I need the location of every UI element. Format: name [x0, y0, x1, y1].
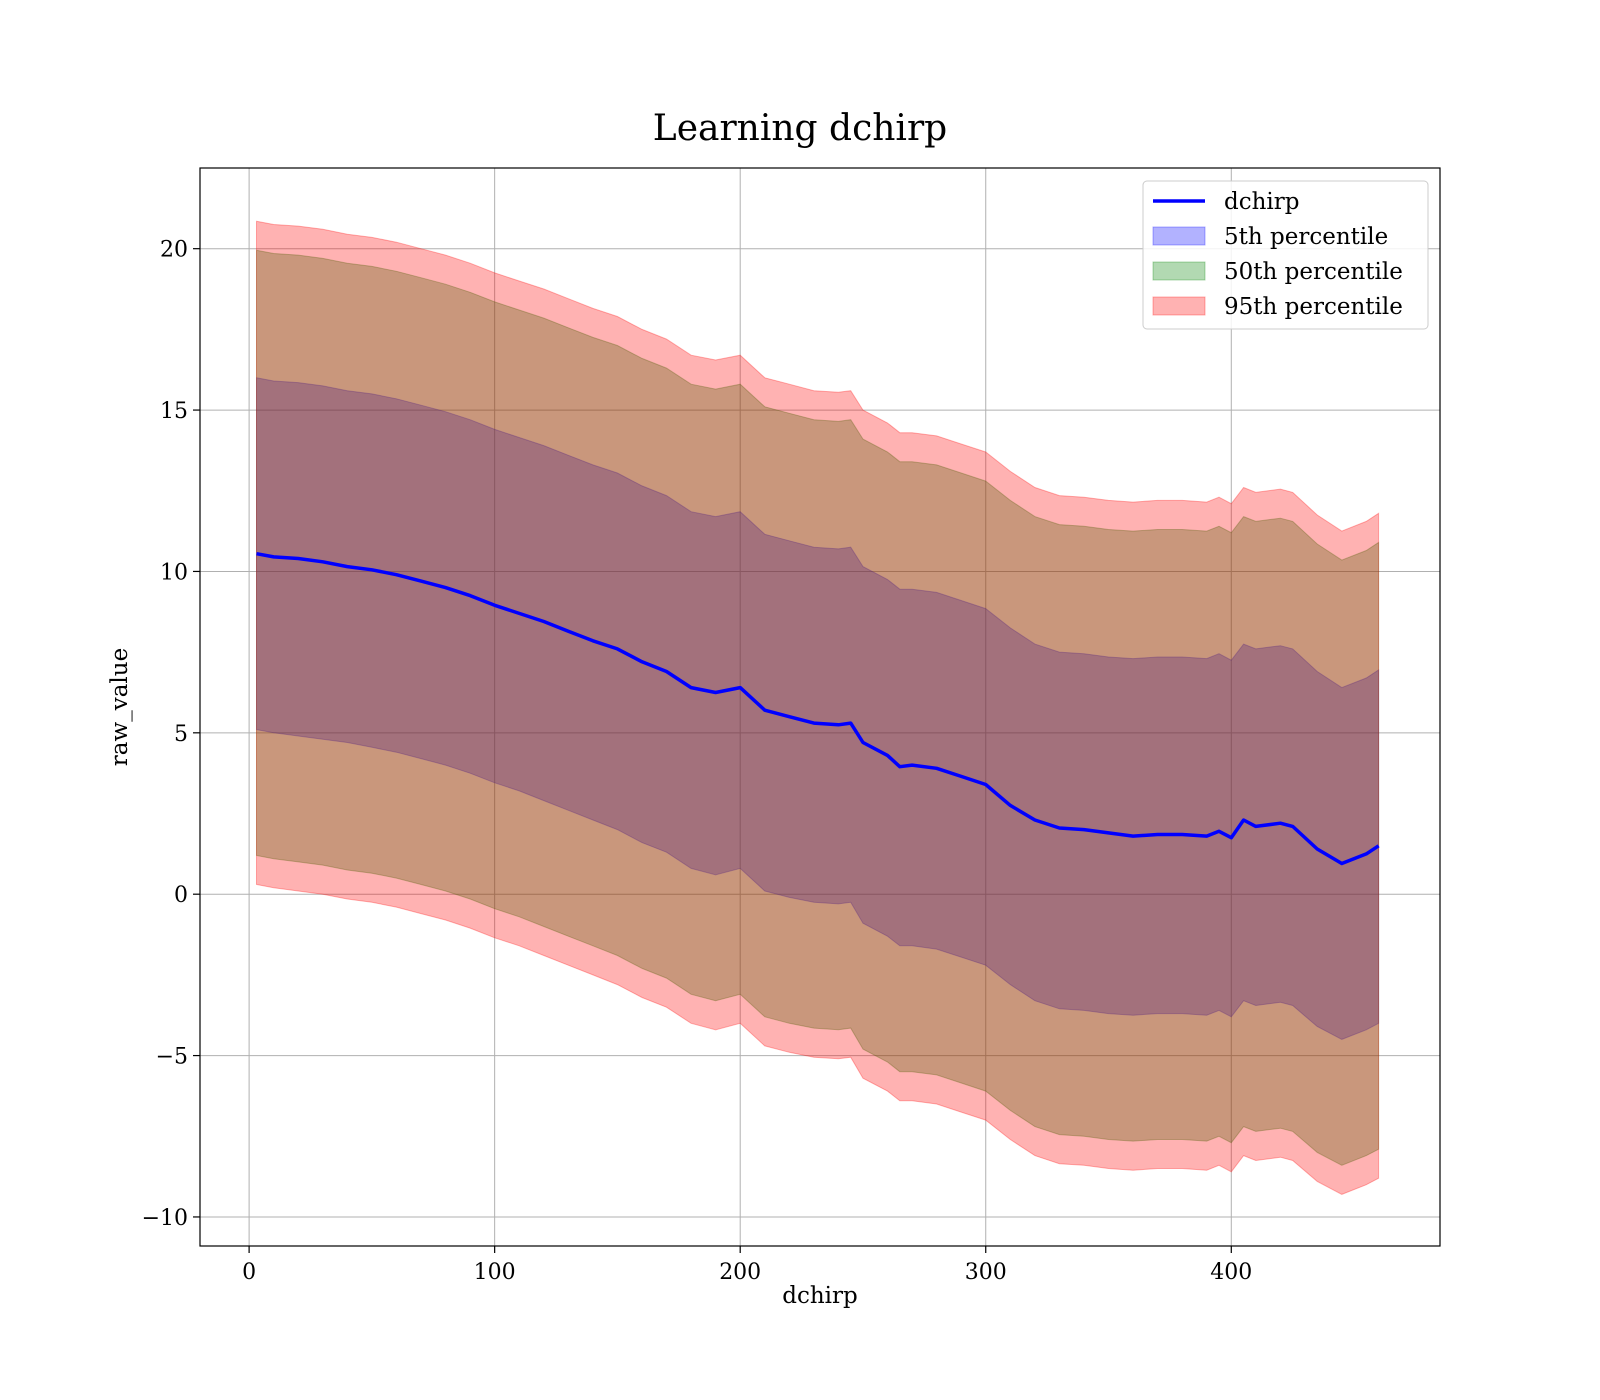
dchirp-line — [256, 551, 1380, 866]
legend-label-dchirp: dchirp — [1224, 189, 1300, 215]
y-tick-label: 5 — [174, 722, 188, 747]
y-tick-label: −10 — [142, 1206, 188, 1231]
legend: dchirp 5th percentile 50th percentile 95… — [1142, 180, 1429, 330]
x-tick-label: 100 — [474, 1260, 516, 1285]
y-tick-label: 20 — [160, 238, 188, 263]
y-axis-label: raw_value — [107, 648, 133, 766]
x-axis-ticks: 0 100 200 300 400 — [242, 1246, 1252, 1285]
percentile-band — [256, 249, 1380, 1166]
y-axis-ticks: −10 −5 0 5 10 15 20 — [142, 238, 200, 1231]
legend-label-50th: 50th percentile — [1224, 259, 1403, 285]
x-tick-label: 0 — [242, 1260, 256, 1285]
y-tick-label: 15 — [160, 399, 188, 424]
plot-frame — [199, 167, 1441, 1247]
x-tick-label: 200 — [719, 1260, 761, 1285]
legend-swatch-50th — [1152, 261, 1206, 281]
legend-swatch-5th — [1152, 226, 1206, 246]
legend-label-5th: 5th percentile — [1224, 224, 1388, 250]
percentile-band — [256, 377, 1380, 1040]
x-tick-label: 300 — [965, 1260, 1007, 1285]
legend-label-95th: 95th percentile — [1224, 294, 1403, 320]
y-tick-label: 10 — [160, 560, 188, 585]
chart-title: Learning dchirp — [653, 108, 947, 149]
series-lines — [256, 551, 1380, 866]
legend-box — [1142, 180, 1429, 330]
y-tick-label: 0 — [174, 883, 188, 908]
grid-lines — [200, 168, 1440, 1246]
x-tick-label: 400 — [1210, 1260, 1252, 1285]
y-tick-label: −5 — [156, 1045, 188, 1070]
percentile-band — [256, 220, 1380, 1195]
legend-swatch-95th — [1152, 296, 1206, 316]
x-axis-label: dchirp — [782, 1283, 858, 1309]
percentile-bands — [256, 220, 1380, 1195]
